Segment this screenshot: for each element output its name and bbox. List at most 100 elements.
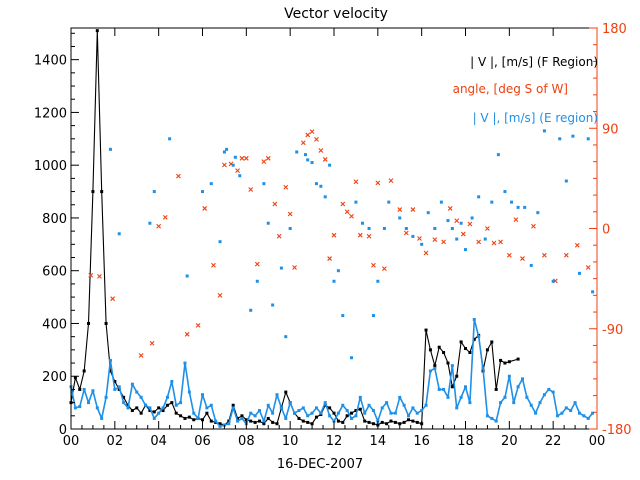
data-point xyxy=(389,411,393,415)
data-point xyxy=(407,418,411,422)
data-point xyxy=(503,361,507,365)
data-point xyxy=(477,335,481,339)
data-point xyxy=(314,415,318,419)
data-point xyxy=(87,321,91,325)
data-point xyxy=(113,387,117,391)
data-point xyxy=(319,184,323,188)
data-point xyxy=(360,221,364,225)
data-point xyxy=(481,366,485,370)
data-point xyxy=(322,157,328,162)
data-point xyxy=(402,420,406,424)
data-point xyxy=(117,232,121,236)
data-point xyxy=(287,211,293,217)
data-point xyxy=(531,223,536,229)
data-point xyxy=(327,256,333,261)
data-point xyxy=(512,401,516,405)
y2-tick-label: 180 xyxy=(602,22,627,37)
legend-angle: angle, [deg S of W] xyxy=(453,82,568,96)
x-tick-label: 22 xyxy=(545,434,562,449)
data-point xyxy=(205,406,209,410)
data-point xyxy=(393,411,397,415)
data-point xyxy=(538,401,542,405)
data-point xyxy=(464,347,467,351)
data-point xyxy=(382,266,387,271)
data-point xyxy=(314,182,318,186)
data-point xyxy=(233,155,237,159)
data-point xyxy=(262,419,266,423)
data-point xyxy=(470,216,474,220)
data-point xyxy=(455,237,459,241)
data-point xyxy=(135,406,139,410)
data-point xyxy=(239,155,245,161)
data-point xyxy=(490,200,494,204)
data-point xyxy=(442,350,446,354)
data-point xyxy=(468,401,472,405)
data-point xyxy=(126,406,130,410)
data-point xyxy=(262,182,266,186)
data-point xyxy=(297,409,301,413)
data-point xyxy=(235,168,240,173)
data-point xyxy=(205,411,209,415)
data-point xyxy=(402,403,406,407)
data-point xyxy=(318,148,324,153)
y-tick-label: 1200 xyxy=(34,106,67,121)
data-point xyxy=(426,211,430,215)
data-point xyxy=(168,137,172,141)
data-point xyxy=(284,416,288,420)
data-point xyxy=(73,406,77,410)
data-point xyxy=(345,409,349,413)
data-point xyxy=(266,403,270,407)
data-point xyxy=(187,415,191,419)
data-point xyxy=(218,422,222,426)
data-point xyxy=(184,331,190,337)
data-point xyxy=(271,411,275,415)
data-point xyxy=(459,395,463,399)
data-point xyxy=(371,409,375,413)
data-point xyxy=(217,292,223,298)
legend-e-region: | V |, [m/s] (E region) xyxy=(473,111,598,125)
data-point xyxy=(446,361,450,365)
data-point xyxy=(354,414,358,418)
data-point xyxy=(271,420,275,424)
data-point xyxy=(367,420,371,424)
data-point xyxy=(104,395,108,399)
data-point xyxy=(398,395,402,399)
data-point xyxy=(135,390,139,394)
data-point xyxy=(446,219,450,223)
data-point xyxy=(571,134,575,138)
data-point xyxy=(288,227,292,230)
data-point xyxy=(398,216,402,220)
data-point xyxy=(73,376,77,380)
data-point xyxy=(336,411,340,415)
data-point xyxy=(284,335,288,339)
x-tick-label: 04 xyxy=(150,434,167,449)
data-point xyxy=(411,419,415,423)
y-axis-right: -180 -90 0 90 180 xyxy=(589,22,632,438)
data-point xyxy=(176,173,181,179)
data-point xyxy=(459,340,463,344)
data-point xyxy=(371,314,375,318)
data-point xyxy=(403,230,409,236)
data-point xyxy=(117,385,121,389)
data-point xyxy=(209,403,213,407)
data-point xyxy=(520,256,525,261)
data-point xyxy=(387,200,391,204)
data-point xyxy=(196,416,200,420)
data-point xyxy=(100,416,104,420)
data-point xyxy=(433,366,437,370)
data-point xyxy=(138,353,144,358)
data-point xyxy=(375,180,381,186)
data-point xyxy=(301,419,305,423)
data-point xyxy=(227,422,231,426)
data-point xyxy=(249,411,253,415)
data-point xyxy=(262,422,266,426)
data-point xyxy=(231,163,235,167)
data-point xyxy=(108,369,112,373)
data-point xyxy=(248,187,254,192)
data-point xyxy=(423,250,429,256)
data-point xyxy=(157,406,161,410)
data-point xyxy=(122,395,126,399)
data-point xyxy=(433,364,437,368)
data-point xyxy=(450,385,454,389)
data-point xyxy=(165,395,169,399)
